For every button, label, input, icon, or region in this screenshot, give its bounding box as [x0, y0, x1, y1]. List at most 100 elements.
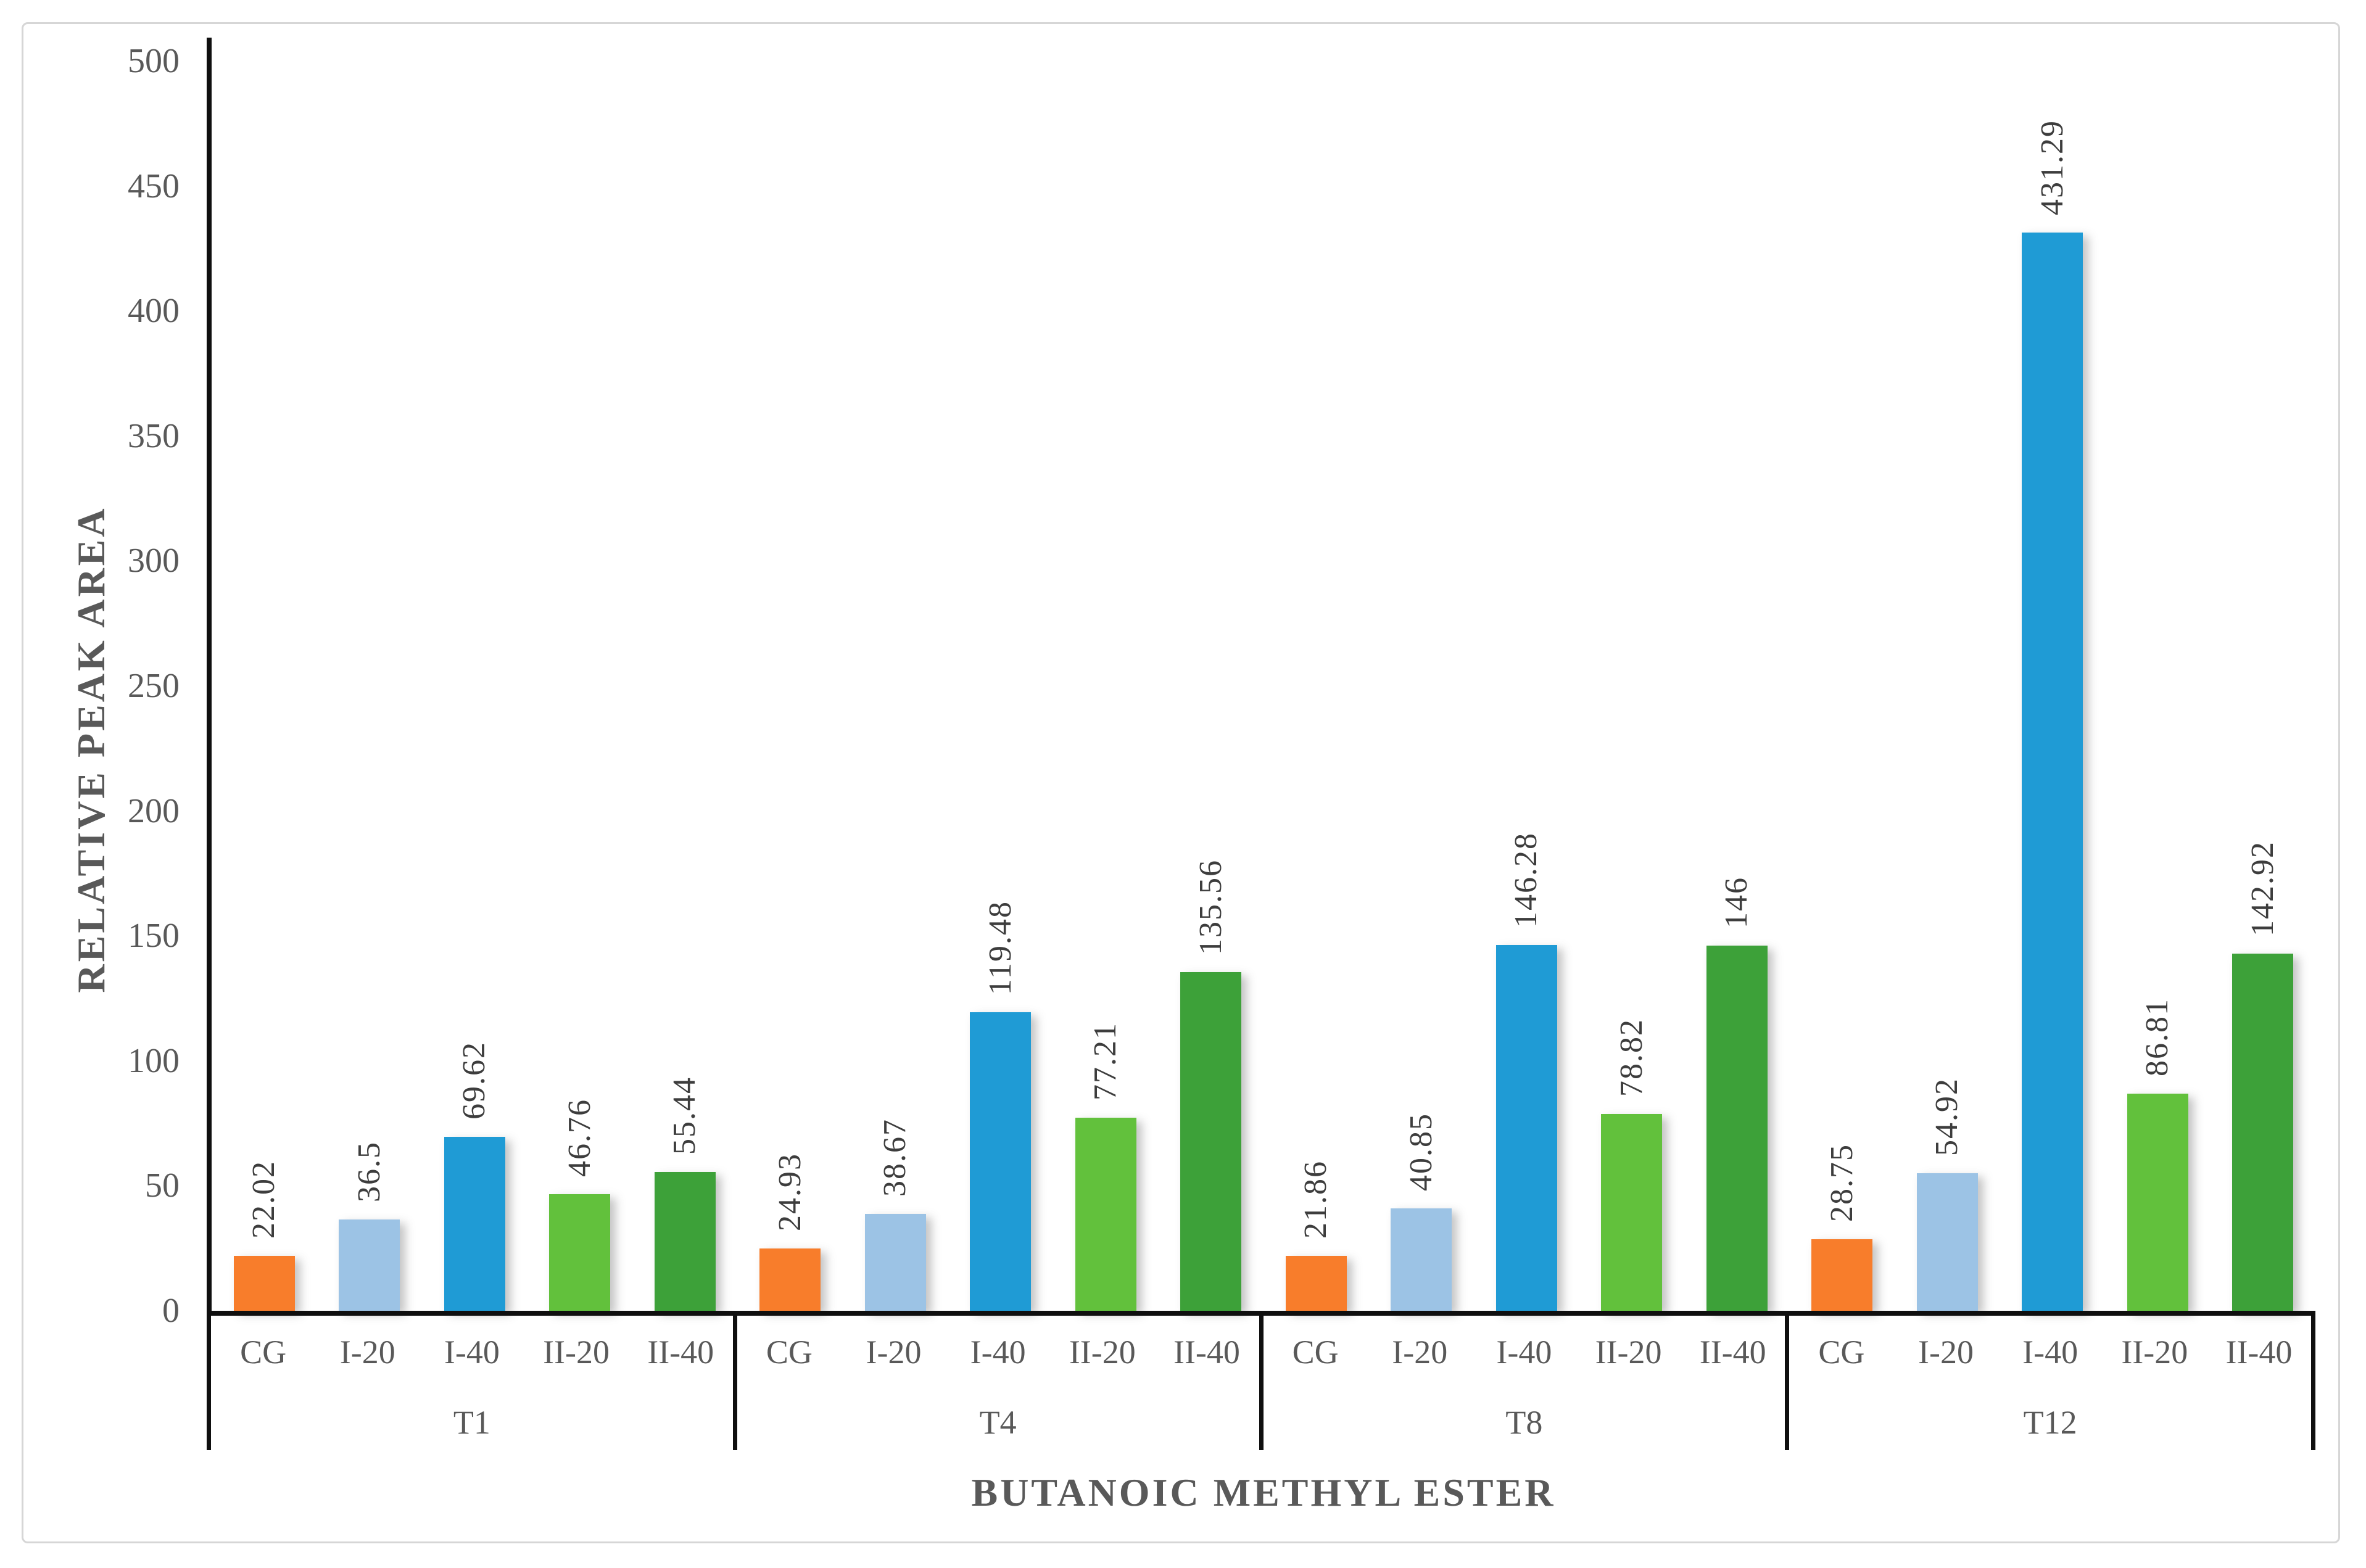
group-label: T12 [2023, 1404, 2077, 1441]
bar-value-label: 431.29 [2034, 120, 2070, 216]
bar-value-label: 40.85 [1403, 1113, 1439, 1192]
bar-slot-II-20: 86.81 [2105, 61, 2211, 1311]
bar-T12-I-40 [2022, 233, 2083, 1311]
y-axis-title: RELATIVE PEAK AREA [69, 506, 113, 993]
group-cell-T1: CG I-20 I-40 II-20 II-40 T1 [207, 1316, 737, 1450]
plot-area: 0 50 100 150 200 250 300 350 400 450 500 22.02 36.5… [128, 38, 2315, 1514]
bar-slot-II-40: 142.92 [2211, 61, 2316, 1311]
bar-T4-II-20 [1075, 1118, 1136, 1311]
group-label: T1 [453, 1404, 490, 1441]
bar-T4-II-40 [1180, 972, 1242, 1311]
bar-T1-CG [233, 1255, 295, 1311]
bar-value-label: 36.5 [351, 1141, 387, 1203]
bar-T1-I-40 [444, 1136, 505, 1311]
y-tick-label: 300 [128, 542, 180, 580]
bar-value-label: 22.02 [246, 1160, 282, 1239]
group-label: T4 [979, 1404, 1017, 1441]
bar-value-label: 146.28 [1508, 832, 1544, 928]
y-tick-label: 150 [128, 917, 180, 955]
bar-group-T12: 28.75 54.92 431.29 86.81 142.92 [1790, 61, 2316, 1311]
bar-T1-I-20 [339, 1219, 400, 1311]
x-axis-line [207, 1311, 2315, 1316]
bar-value-label: 77.21 [1088, 1022, 1123, 1101]
y-tick-label: 350 [128, 416, 180, 455]
bar-value-label: 28.75 [1824, 1143, 1859, 1222]
category-label: CG [766, 1334, 813, 1371]
y-tick-label: 100 [128, 1041, 180, 1080]
x-axis-title: BUTANOIC METHYL ESTER [971, 1471, 1556, 1514]
bar-T12-II-20 [2127, 1094, 2188, 1311]
bar-slot-I-40: 119.48 [948, 61, 1054, 1311]
bars-container: 22.02 36.5 69.62 46.76 55.44 24.93 38.67 119.48… [212, 61, 2315, 1311]
category-label: I-40 [2022, 1334, 2079, 1371]
y-tick-label: 500 [128, 42, 180, 80]
category-label: II-20 [543, 1334, 610, 1371]
bar-value-label: 142.92 [2244, 840, 2280, 936]
y-tick-label: 0 [162, 1292, 180, 1330]
category-label: I-40 [1496, 1334, 1552, 1371]
category-label: II-20 [2121, 1334, 2188, 1371]
bar-T8-II-20 [1601, 1113, 1663, 1311]
bar-value-label: 119.48 [982, 900, 1018, 995]
bar-value-label: 69.62 [457, 1041, 492, 1120]
category-label: I-20 [866, 1334, 922, 1371]
bar-T12-CG [1811, 1239, 1873, 1311]
bar-value-label: 86.81 [2140, 998, 2175, 1077]
category-label: CG [1292, 1334, 1339, 1371]
category-label: CG [1818, 1334, 1865, 1371]
bar-slot-I-40: 146.28 [1474, 61, 1579, 1311]
bar-slot-I-20: 54.92 [1895, 61, 2000, 1311]
category-label: CG [240, 1334, 287, 1371]
bar-value-label: 54.92 [1929, 1078, 1965, 1157]
category-label-row: CG I-20 I-40 II-20 II-40 [737, 1316, 1259, 1389]
bar-slot-II-40: 146 [1684, 61, 1790, 1311]
bar-T12-I-20 [1916, 1173, 1978, 1311]
bar-slot-II-20: 46.76 [527, 61, 633, 1311]
bar-value-label: 24.93 [772, 1152, 808, 1231]
bar-group-T4: 24.93 38.67 119.48 77.21 135.56 [738, 61, 1264, 1311]
bar-slot-I-40: 69.62 [422, 61, 527, 1311]
bar-slot-I-20: 36.5 [317, 61, 423, 1311]
bar-value-label: 21.86 [1298, 1160, 1334, 1239]
group-cell-T4: CG I-20 I-40 II-20 II-40 T4 [737, 1316, 1264, 1450]
category-label-row: CG I-20 I-40 II-20 II-40 [1789, 1316, 2311, 1389]
y-tick-label: 50 [145, 1166, 180, 1205]
category-label: I-40 [970, 1334, 1026, 1371]
bar-slot-CG: 24.93 [738, 61, 843, 1311]
bar-T1-II-20 [549, 1194, 611, 1311]
bar-T4-I-20 [864, 1214, 926, 1311]
bar-slot-II-40: 55.44 [632, 61, 738, 1311]
bar-slot-CG: 28.75 [1790, 61, 1895, 1311]
group-label: T8 [1505, 1404, 1543, 1441]
bar-group-T1: 22.02 36.5 69.62 46.76 55.44 [212, 61, 738, 1311]
bar-value-label: 135.56 [1193, 859, 1228, 955]
y-axis-line [207, 38, 212, 1316]
bar-value-label: 38.67 [877, 1118, 913, 1197]
bar-value-label: 78.82 [1613, 1018, 1649, 1097]
group-cell-T12: CG I-20 I-40 II-20 II-40 T12 [1789, 1316, 2315, 1450]
category-label: I-20 [1392, 1334, 1448, 1371]
bar-T4-I-40 [970, 1012, 1032, 1311]
group-cell-T8: CG I-20 I-40 II-20 II-40 T8 [1264, 1316, 1790, 1450]
bar-value-label: 55.44 [667, 1076, 703, 1155]
category-label-row: CG I-20 I-40 II-20 II-40 [211, 1316, 733, 1389]
bar-T8-CG [1285, 1256, 1347, 1311]
bar-T4-CG [759, 1248, 821, 1311]
bar-value-label: 46.76 [561, 1098, 597, 1177]
y-tick-label: 400 [128, 292, 180, 331]
bar-value-label: 146 [1719, 877, 1755, 929]
y-tick-label: 200 [128, 791, 180, 830]
category-label: II-40 [1173, 1334, 1240, 1371]
bar-slot-CG: 21.86 [1264, 61, 1369, 1311]
category-label: I-20 [1918, 1334, 1974, 1371]
bar-T8-I-20 [1391, 1208, 1452, 1311]
category-label: II-40 [647, 1334, 714, 1371]
bar-slot-II-20: 77.21 [1053, 61, 1159, 1311]
bar-slot-I-40: 431.29 [2000, 61, 2106, 1311]
bar-slot-II-20: 78.82 [1579, 61, 1685, 1311]
bar-slot-I-20: 40.85 [1369, 61, 1475, 1311]
category-label: I-20 [339, 1334, 395, 1371]
y-tick-label: 250 [128, 667, 180, 705]
bar-slot-II-40: 135.56 [1159, 61, 1264, 1311]
